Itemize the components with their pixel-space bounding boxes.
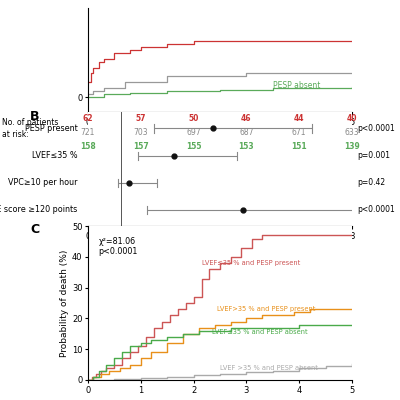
Text: VPC≥10 per hour: VPC≥10 per hour bbox=[8, 178, 78, 187]
Text: 703: 703 bbox=[134, 128, 148, 137]
Text: 44: 44 bbox=[294, 114, 304, 123]
X-axis label: Follow-up (years): Follow-up (years) bbox=[181, 130, 259, 138]
Text: p=0.42: p=0.42 bbox=[357, 178, 386, 187]
Text: 50: 50 bbox=[188, 114, 199, 123]
Text: p<0.0001: p<0.0001 bbox=[357, 124, 395, 133]
Text: 687: 687 bbox=[239, 128, 254, 137]
Text: 633: 633 bbox=[345, 128, 359, 137]
Text: LVEF >35 % and PESP absent: LVEF >35 % and PESP absent bbox=[220, 365, 318, 371]
Text: χ²=81.06
p<0.0001: χ²=81.06 p<0.0001 bbox=[98, 237, 138, 256]
Text: 671: 671 bbox=[292, 128, 306, 137]
Text: 62: 62 bbox=[83, 114, 93, 123]
Text: 697: 697 bbox=[186, 128, 201, 137]
Text: B: B bbox=[30, 110, 40, 123]
Text: 57: 57 bbox=[136, 114, 146, 123]
Text: C: C bbox=[30, 223, 39, 236]
Text: 40: 40 bbox=[347, 114, 357, 123]
Text: PESP absent: PESP absent bbox=[273, 81, 320, 90]
Text: LVEF≤35 % and PESP absent: LVEF≤35 % and PESP absent bbox=[212, 330, 308, 336]
Text: GRACE score ≥120 points: GRACE score ≥120 points bbox=[0, 206, 78, 214]
Text: LVEF≤35 % and PESP present: LVEF≤35 % and PESP present bbox=[202, 260, 300, 266]
Text: 155: 155 bbox=[186, 142, 201, 151]
Y-axis label: Probability of death (%): Probability of death (%) bbox=[60, 250, 69, 357]
Text: 46: 46 bbox=[241, 114, 252, 123]
Text: 153: 153 bbox=[238, 142, 254, 151]
Text: No. of patients
at risk:: No. of patients at risk: bbox=[2, 118, 58, 139]
Text: 139: 139 bbox=[344, 142, 360, 151]
Text: PESP present: PESP present bbox=[25, 124, 78, 133]
Text: 721: 721 bbox=[81, 128, 95, 137]
Text: p<0.0001: p<0.0001 bbox=[357, 206, 395, 214]
Text: 151: 151 bbox=[291, 142, 307, 151]
Text: LVEF≤35 %: LVEF≤35 % bbox=[32, 151, 78, 160]
Text: 157: 157 bbox=[133, 142, 149, 151]
Text: 158: 158 bbox=[80, 142, 96, 151]
Text: p=0.001: p=0.001 bbox=[357, 151, 390, 160]
Text: LVEF>35 % and PESP present: LVEF>35 % and PESP present bbox=[217, 306, 316, 312]
X-axis label: Hazard ratio (95 % confidence interval): Hazard ratio (95 % confidence interval) bbox=[130, 244, 310, 252]
